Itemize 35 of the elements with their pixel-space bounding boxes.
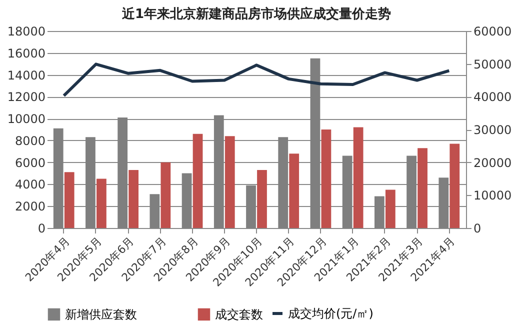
y-tick-label: 10000 (7, 112, 46, 126)
bar (257, 170, 267, 228)
y-tick-label: 4000 (14, 178, 46, 192)
bar (160, 162, 171, 228)
y-tick-label: 18000 (7, 24, 46, 38)
bar (450, 144, 460, 228)
line-series (62, 62, 451, 98)
y-tick-label: 6000 (14, 156, 46, 170)
y-tick-label: 14000 (7, 68, 46, 82)
y2-tick-label: 40000 (474, 90, 512, 104)
legend-label: 成交套数 (215, 307, 263, 322)
bar (353, 127, 364, 228)
bar (385, 190, 396, 228)
y2-tick-label: 50000 (474, 57, 512, 72)
legend-label: 成交均价(元/㎡) (288, 306, 374, 320)
y2-tick-label: 20000 (474, 156, 512, 170)
y-tick-label: 16000 (7, 46, 46, 60)
chart-title: 近1年来北京新建商品房市场供应成交量价走势 (120, 6, 392, 22)
bar (321, 130, 332, 228)
bar (128, 170, 139, 228)
y2-tick-label: 0 (474, 222, 482, 236)
y-tick-label: 8000 (14, 134, 46, 148)
bar (64, 172, 74, 228)
y-tick-label: 0 (38, 222, 46, 236)
y2-tick-label: 30000 (474, 123, 512, 137)
y2-tick-label: 60000 (474, 24, 512, 38)
y-tick-label: 2000 (14, 200, 46, 214)
bar (418, 148, 428, 228)
y-tick-label: 12000 (7, 90, 46, 104)
y2-tick-label: 10000 (474, 188, 512, 203)
bar (96, 178, 106, 228)
bar (192, 134, 203, 228)
legend-label: 新增供应套数 (65, 307, 137, 322)
bar (289, 154, 300, 228)
bar (224, 136, 235, 228)
